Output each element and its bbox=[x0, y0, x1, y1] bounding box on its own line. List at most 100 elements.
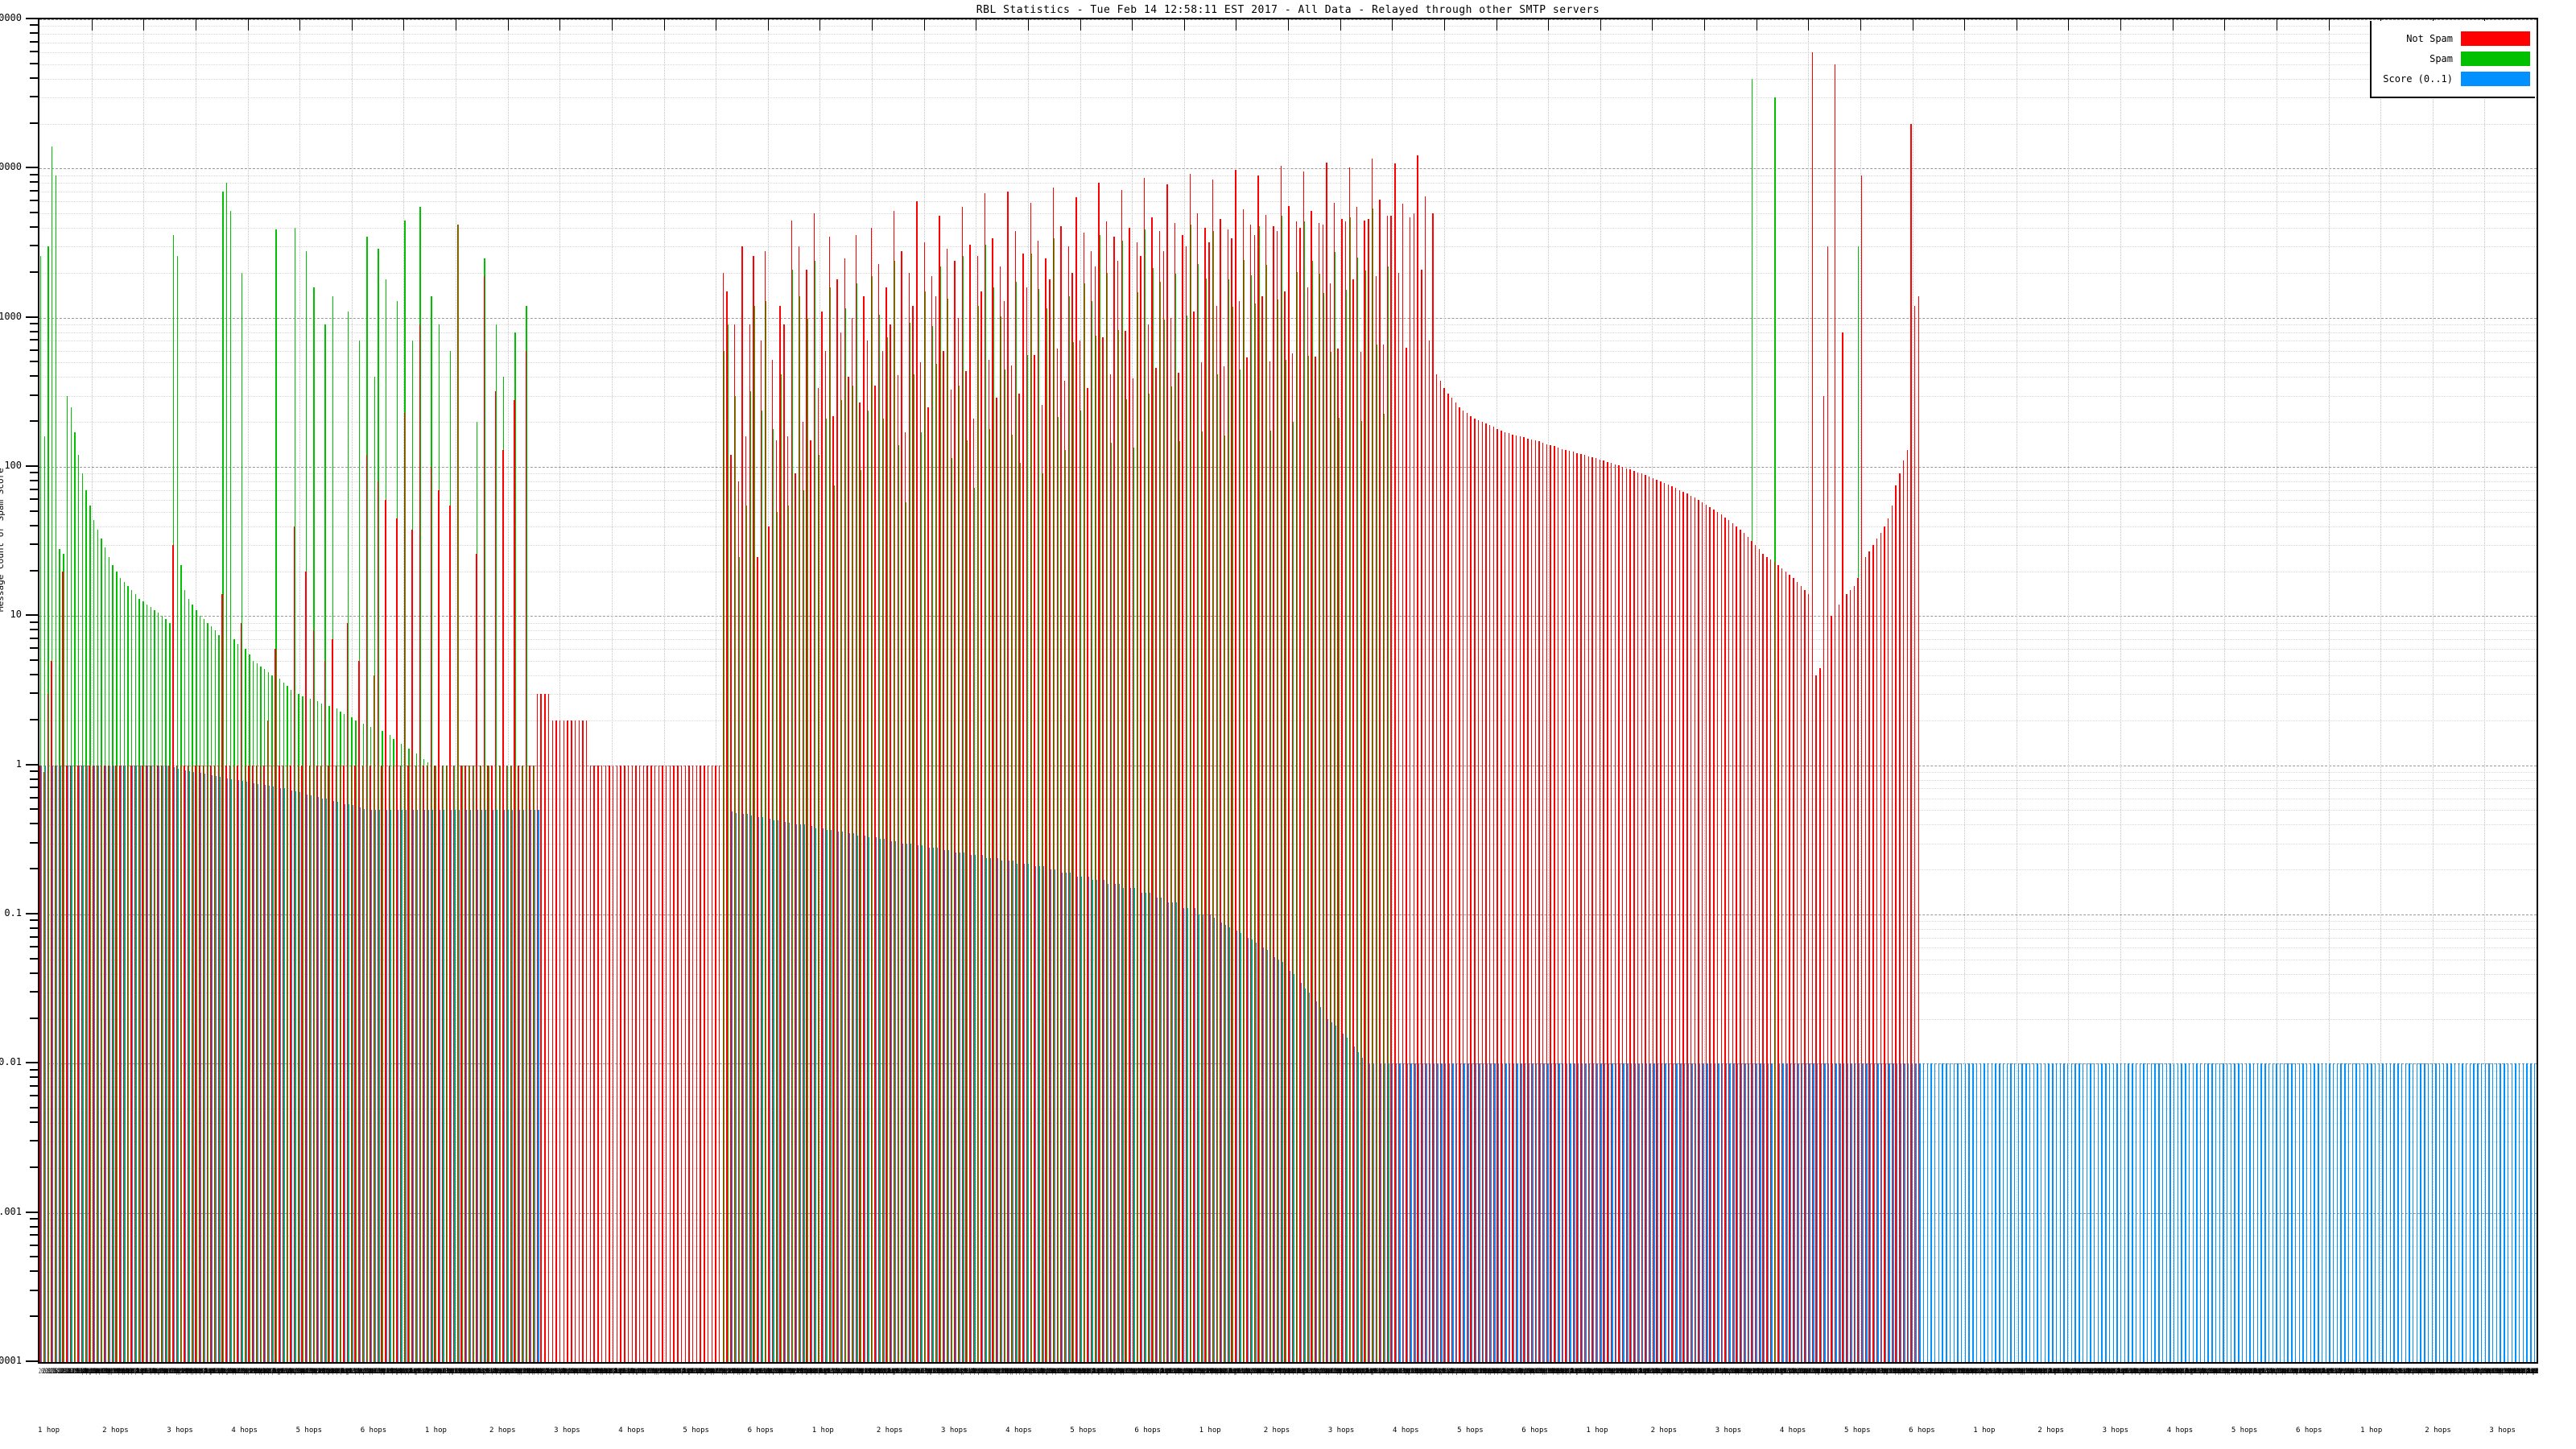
bar-score bbox=[2105, 1063, 2107, 1362]
x-tick-label: 98.139.212.134 4 hops bbox=[2114, 1368, 2165, 1376]
bar-not-spam bbox=[491, 765, 493, 1362]
x-tick-label: 192.168.0.1 1 hop bbox=[1947, 1368, 1988, 1376]
bar-score bbox=[2519, 1063, 2520, 1362]
bar-not-spam bbox=[51, 661, 52, 1362]
bar-score bbox=[2439, 1063, 2441, 1362]
x-tick-label: 204.127.200.84 1 hop bbox=[1803, 1368, 1852, 1376]
x-tick-label: 208.75.122.11 2 hops bbox=[1818, 1368, 1867, 1376]
bar-spam bbox=[1292, 422, 1294, 1362]
x-tick-label: 192.168.0.1 1 hop bbox=[2220, 1368, 2262, 1376]
x-tick-label: 12.130.136.13 6 hops bbox=[493, 1368, 543, 1376]
bar-spam bbox=[977, 306, 979, 1362]
x-tick-label: 12.130.136.13 6 hops bbox=[972, 1368, 1021, 1376]
bar-score bbox=[2161, 1063, 2164, 1362]
bar-spam bbox=[821, 380, 824, 1362]
x-tick-label: 209.85.128.45 1 hop bbox=[797, 1368, 844, 1376]
bar-score bbox=[367, 810, 369, 1362]
bar-spam bbox=[867, 410, 869, 1362]
bar-not-spam bbox=[510, 765, 512, 1362]
bar-not-spam bbox=[270, 765, 273, 1362]
bar-not-spam bbox=[255, 765, 258, 1362]
x-tick-label: 206.225.180.4 1 hop bbox=[2293, 1368, 2339, 1376]
bar-not-spam bbox=[696, 765, 698, 1362]
x-hop-label: 3 hops bbox=[554, 1426, 580, 1435]
bar-score bbox=[1406, 1063, 1409, 1362]
bar-spam bbox=[871, 276, 873, 1362]
bar-not-spam bbox=[180, 765, 181, 1362]
bar-score bbox=[1088, 876, 1090, 1362]
bar-score bbox=[2291, 1063, 2293, 1362]
x-tick-label: 63.82.37.26 1 hop bbox=[478, 1368, 520, 1376]
bar-not-spam bbox=[578, 720, 580, 1362]
x-tick-label: 63.82.37.26 1 hop bbox=[1640, 1368, 1682, 1376]
y-tick-minor bbox=[30, 1256, 38, 1258]
bar-score bbox=[1418, 1063, 1420, 1362]
x-tick-label: 209.85.128.45 1 hop bbox=[319, 1368, 365, 1376]
x-tick-label: 66.163.170.135 1 hop bbox=[1579, 1368, 1628, 1376]
bar-score bbox=[1574, 1063, 1575, 1362]
x-tick-label: 207.126.144.111 1 hop bbox=[2111, 1368, 2161, 1376]
x-tick-label: 216.32.180.22 3 hops bbox=[2072, 1368, 2121, 1376]
bar-not-spam bbox=[1610, 463, 1612, 1362]
bar-spam bbox=[1163, 320, 1165, 1362]
x-tick-label: 65.54.190.200 2 hops bbox=[2149, 1368, 2197, 1376]
bar-score bbox=[2196, 1063, 2198, 1362]
x-tick-label: 74.125.82.48 2 hops bbox=[2107, 1368, 2153, 1376]
x-tick-label: 208.75.122.11 2 hops bbox=[862, 1368, 910, 1376]
bar-score bbox=[219, 776, 221, 1362]
x-tick-label: 173.194.79.27 2 hops bbox=[832, 1368, 880, 1376]
x-tick-label: 64.18.0.22 1 hop bbox=[1283, 1368, 1322, 1376]
x-tick-label: 65.54.190.200 2 hops bbox=[1875, 1368, 1924, 1376]
x-tick-label: 66.163.170.135 1 hop bbox=[1511, 1368, 1559, 1376]
x-tick-label: 192.168.0.1 1 hop bbox=[171, 1368, 213, 1376]
x-tick-label: 65.54.190.200 2 hops bbox=[1328, 1368, 1377, 1376]
x-tick-label: 206.225.180.4 1 hop bbox=[584, 1368, 631, 1376]
bar-not-spam bbox=[1155, 368, 1157, 1362]
bar-score bbox=[2165, 1063, 2167, 1362]
bar-not-spam bbox=[381, 765, 382, 1362]
bar-not-spam bbox=[1147, 324, 1150, 1362]
bar-spam bbox=[495, 324, 497, 1362]
x-tick-label: 74.125.82.48 2 hops bbox=[1560, 1368, 1607, 1376]
bar-not-spam bbox=[149, 765, 151, 1362]
y-tick-minor bbox=[30, 629, 38, 631]
x-tick-label: 12.130.136.13 6 hops bbox=[2475, 1368, 2524, 1376]
y-tick-minor bbox=[30, 1244, 38, 1246]
x-tick-label: 173.194.79.27 2 hops bbox=[422, 1368, 470, 1376]
y-tick-mark bbox=[26, 465, 38, 467]
bar-score bbox=[1748, 1063, 1750, 1362]
x-tick-label: 74.125.82.48 2 hops bbox=[2038, 1368, 2085, 1376]
x-gridline bbox=[1704, 19, 1705, 1362]
bar-not-spam bbox=[1762, 554, 1764, 1362]
bar-spam bbox=[727, 324, 729, 1362]
x-tick-label: 66.163.170.135 1 hop bbox=[555, 1368, 603, 1376]
bar-not-spam bbox=[1428, 341, 1430, 1362]
y-tick-minor bbox=[30, 770, 38, 773]
bar-score bbox=[739, 812, 741, 1362]
y-tick-minor bbox=[30, 181, 38, 184]
x-tick-label: 207.126.144.111 1 hop bbox=[2315, 1368, 2367, 1376]
bar-not-spam bbox=[1170, 317, 1172, 1362]
bar-score bbox=[412, 810, 414, 1362]
x-gridline bbox=[299, 19, 301, 1362]
x-tick-label: 208.75.122.11 2 hops bbox=[2160, 1368, 2208, 1376]
y-tick-minor bbox=[30, 927, 38, 929]
bar-score bbox=[1342, 1033, 1344, 1362]
y-tick-minor bbox=[30, 841, 38, 844]
x-hop-label: 6 hops bbox=[360, 1426, 387, 1435]
bar-not-spam bbox=[806, 269, 807, 1362]
x-tick-label: 64.18.0.22 1 hop bbox=[2103, 1368, 2142, 1376]
x-tick-label: 207.126.144.111 1 hop bbox=[1154, 1368, 1205, 1376]
bar-spam bbox=[1216, 374, 1218, 1362]
bar-score bbox=[1831, 1063, 1834, 1362]
x-hop-label: 4 hops bbox=[1005, 1426, 1032, 1435]
bar-score bbox=[188, 771, 190, 1362]
bar-not-spam bbox=[392, 765, 394, 1362]
x-tick-mark bbox=[351, 19, 353, 31]
bar-score bbox=[1240, 933, 1241, 1362]
bar-spam bbox=[39, 255, 42, 1362]
bar-score bbox=[192, 772, 194, 1362]
bar-score bbox=[1736, 1063, 1739, 1362]
bar-spam bbox=[351, 716, 353, 1362]
y-tick-minor bbox=[30, 361, 38, 363]
